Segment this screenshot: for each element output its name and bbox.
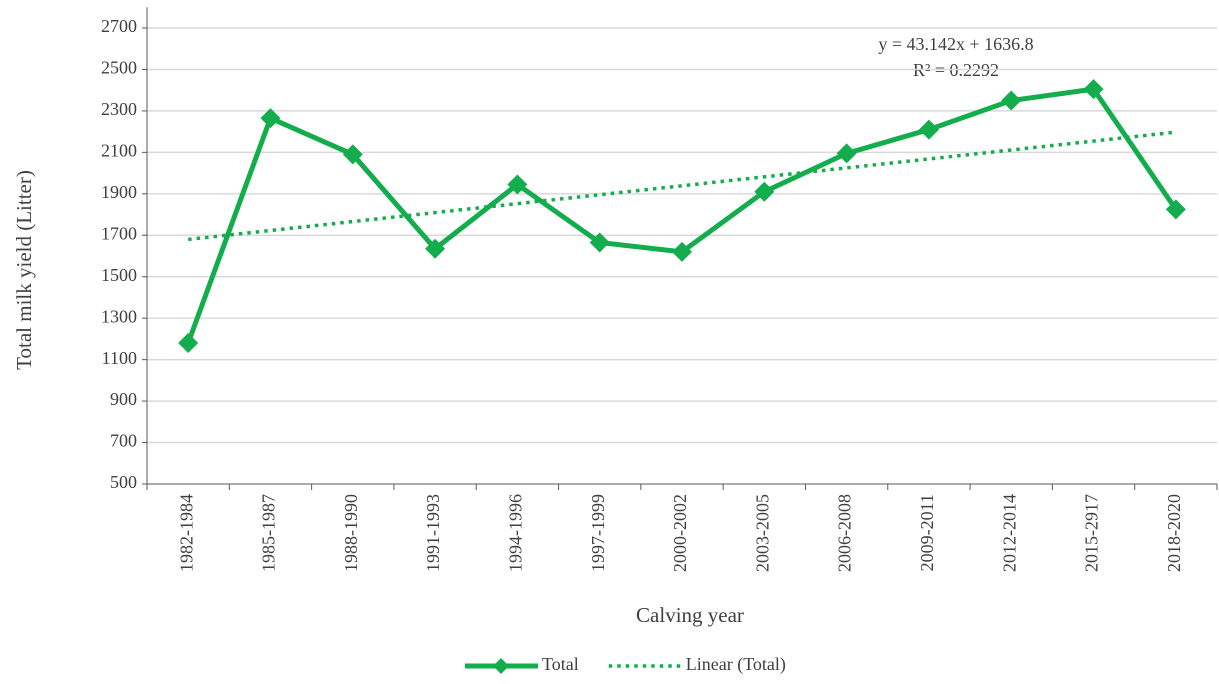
- marker: [1083, 79, 1104, 100]
- y-tick-label: 900: [110, 389, 137, 409]
- annotation: y = 43.142x + 1636.8: [878, 34, 1033, 54]
- y-tick-label: 2300: [101, 99, 137, 119]
- marker: [507, 174, 528, 195]
- trend-line: [187, 130, 1177, 242]
- marker: [178, 333, 199, 354]
- x-tick-label: 1994-1996: [506, 494, 526, 572]
- y-tick-label: 700: [110, 431, 137, 451]
- y-tick-label: 1500: [101, 265, 137, 285]
- marker: [589, 232, 610, 253]
- x-tick-label: 2003-2005: [752, 494, 772, 572]
- marker: [1001, 90, 1022, 111]
- marker: [260, 108, 281, 129]
- legend-marker: [493, 658, 509, 674]
- x-tick-label: 1991-1993: [423, 494, 443, 572]
- marker: [754, 181, 775, 202]
- marker: [1165, 199, 1186, 220]
- marker: [918, 119, 939, 140]
- marker: [672, 241, 692, 262]
- y-tick-label: 2700: [101, 16, 137, 36]
- x-tick-label: 2006-2008: [835, 494, 855, 572]
- x-tick-label: 1997-1999: [588, 494, 608, 572]
- x-tick-label: 1982-1984: [176, 494, 196, 572]
- series-line: [185, 86, 1178, 344]
- x-tick-label: 1988-1990: [341, 494, 361, 572]
- legend-label: Total: [542, 654, 579, 674]
- x-tick-label: 2012-2014: [999, 494, 1019, 572]
- x-tick-label: 2018-2020: [1164, 494, 1184, 572]
- y-tick-label: 1300: [101, 306, 137, 326]
- y-axis-label: Total milk yield (Litter): [12, 170, 36, 370]
- x-tick-label: 1985-1987: [259, 494, 279, 572]
- y-tick-label: 2100: [101, 140, 137, 160]
- x-tick-label: 2000-2002: [670, 494, 690, 572]
- y-tick-label: 1900: [101, 182, 137, 202]
- marker: [836, 143, 857, 164]
- legend-label: Linear (Total): [686, 654, 786, 675]
- y-tick-label: 500: [110, 472, 137, 492]
- x-tick-label: 2015-2917: [1082, 494, 1102, 572]
- marker: [425, 238, 446, 259]
- x-tick-label: 2009-2011: [917, 494, 937, 571]
- y-tick-label: 2500: [101, 58, 137, 78]
- y-tick-label: 1700: [101, 223, 137, 243]
- y-tick-label: 1100: [102, 348, 137, 368]
- x-axis-label: Calving year: [636, 603, 744, 627]
- marker: [342, 144, 363, 165]
